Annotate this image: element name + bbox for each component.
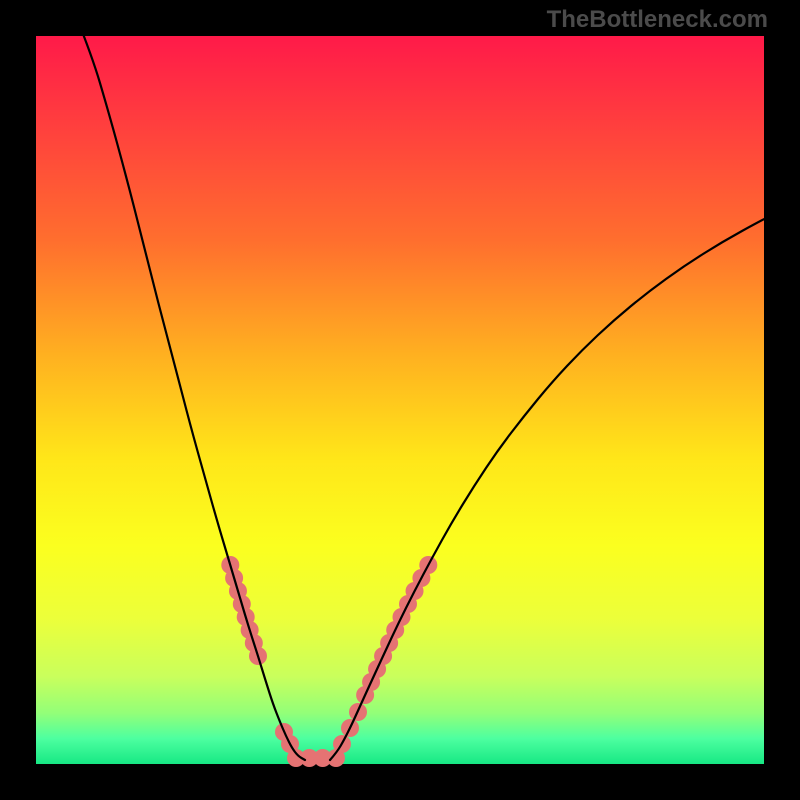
chart-frame: TheBottleneck.com xyxy=(0,0,800,800)
watermark-text: TheBottleneck.com xyxy=(547,6,768,34)
curve xyxy=(330,208,786,760)
curve xyxy=(76,16,305,760)
dot-layer xyxy=(221,556,437,767)
curve-overlay xyxy=(0,0,800,800)
